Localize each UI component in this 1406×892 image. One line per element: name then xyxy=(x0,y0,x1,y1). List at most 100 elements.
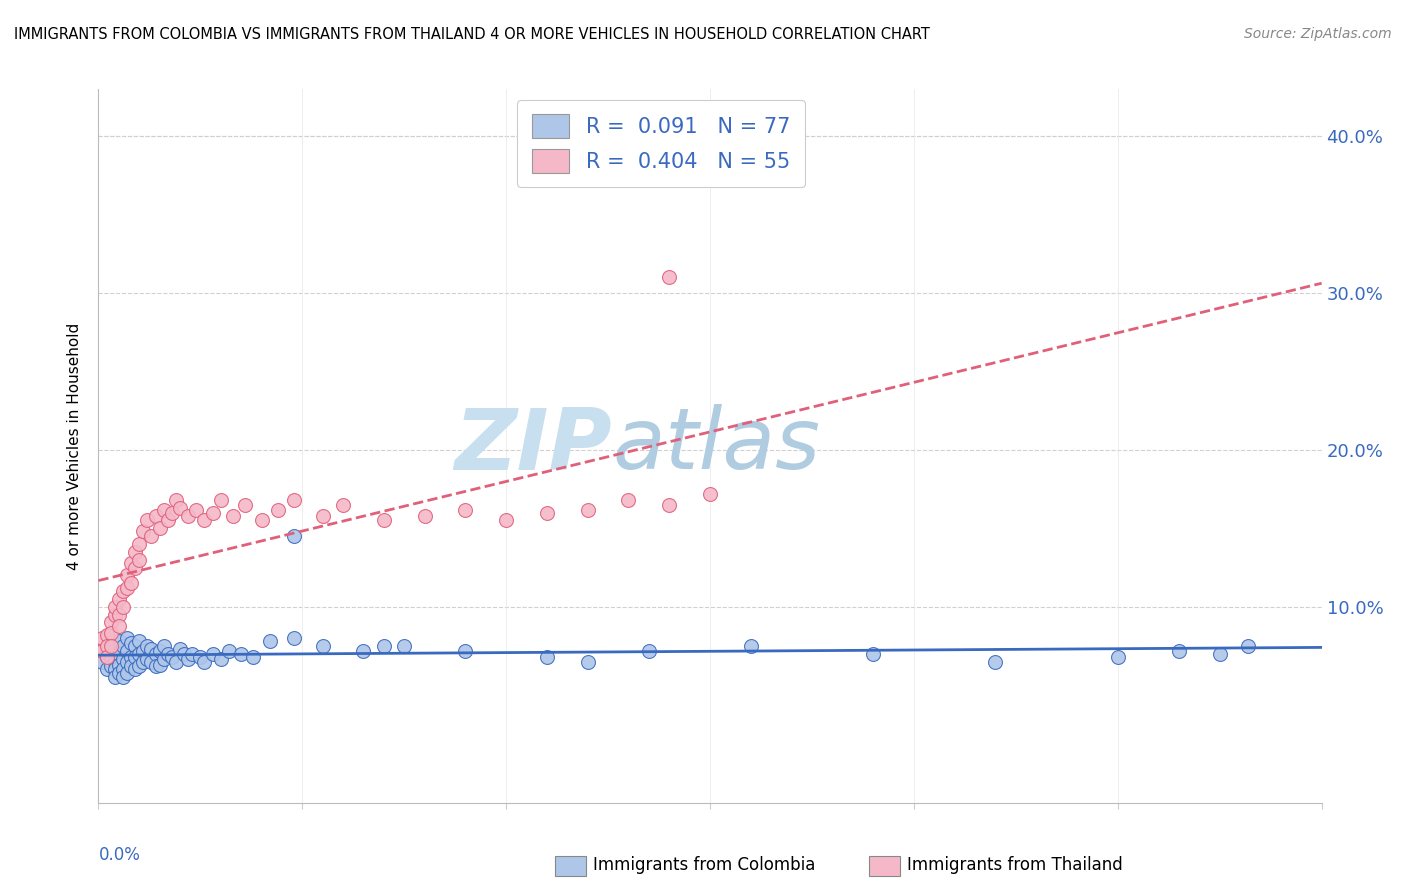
Point xyxy=(100,639,122,653)
Point xyxy=(454,643,477,657)
Point xyxy=(128,634,150,648)
Point xyxy=(124,639,146,653)
Point xyxy=(201,506,224,520)
Point xyxy=(120,649,142,664)
Point xyxy=(149,643,172,657)
Point xyxy=(186,502,208,516)
Point xyxy=(100,639,122,653)
Point xyxy=(104,655,127,669)
Point xyxy=(108,657,131,672)
Point xyxy=(124,663,146,677)
Point xyxy=(108,634,131,648)
Point xyxy=(177,651,200,665)
Point xyxy=(699,487,721,501)
Point xyxy=(132,655,155,669)
Point xyxy=(104,663,127,677)
Point xyxy=(536,506,558,520)
Point xyxy=(332,498,354,512)
Point xyxy=(108,607,131,622)
Point xyxy=(169,642,191,657)
Point xyxy=(1237,639,1260,653)
Point xyxy=(96,663,118,677)
Point xyxy=(1209,647,1232,661)
Point xyxy=(173,647,195,661)
Point xyxy=(96,639,118,653)
Point xyxy=(283,493,305,508)
Point xyxy=(152,651,174,665)
Point xyxy=(188,649,212,664)
Point xyxy=(152,639,174,653)
Point xyxy=(115,581,138,595)
Point xyxy=(104,599,127,614)
Point xyxy=(984,655,1007,669)
Point xyxy=(373,639,395,653)
Y-axis label: 4 or more Vehicles in Household: 4 or more Vehicles in Household xyxy=(67,322,83,570)
Point xyxy=(115,568,138,582)
Point xyxy=(156,514,179,528)
Point xyxy=(267,502,290,516)
Point xyxy=(111,663,134,677)
Point xyxy=(91,655,114,669)
Point xyxy=(120,576,142,591)
Point xyxy=(352,643,374,657)
Text: Immigrants from Colombia: Immigrants from Colombia xyxy=(593,856,815,874)
Point xyxy=(100,659,122,673)
Point xyxy=(177,508,200,523)
Point xyxy=(136,651,159,665)
Point xyxy=(149,657,172,672)
Text: atlas: atlas xyxy=(612,404,820,488)
Point xyxy=(96,647,118,661)
Point xyxy=(312,508,335,523)
Point xyxy=(111,651,134,665)
Point xyxy=(132,524,155,539)
Point xyxy=(312,639,335,653)
Point xyxy=(96,649,118,664)
Point xyxy=(104,642,127,657)
Point xyxy=(120,659,142,673)
Point xyxy=(233,498,256,512)
Point xyxy=(100,649,122,664)
Text: ZIP: ZIP xyxy=(454,404,612,488)
Point xyxy=(136,639,159,653)
Point xyxy=(576,502,599,516)
Point xyxy=(152,502,174,516)
Point xyxy=(250,514,273,528)
Point xyxy=(115,665,138,680)
Point xyxy=(160,649,183,664)
Point xyxy=(100,615,122,630)
Point xyxy=(283,529,305,543)
Point xyxy=(193,655,215,669)
Point xyxy=(104,670,127,684)
Point xyxy=(128,659,150,673)
Point xyxy=(108,618,131,632)
Point xyxy=(373,514,395,528)
Point xyxy=(91,631,114,645)
Point xyxy=(576,655,599,669)
Point xyxy=(862,647,884,661)
Point xyxy=(165,493,187,508)
Point xyxy=(495,514,517,528)
Point xyxy=(145,659,167,673)
Point xyxy=(242,649,264,664)
Point xyxy=(111,599,134,614)
Point xyxy=(201,647,224,661)
Point xyxy=(108,647,131,661)
Point xyxy=(160,506,183,520)
Point xyxy=(740,639,762,653)
Point xyxy=(658,270,681,285)
Point xyxy=(96,649,118,664)
Point xyxy=(136,514,159,528)
Point xyxy=(141,655,163,669)
Point xyxy=(128,537,150,551)
Point xyxy=(259,634,281,648)
Point xyxy=(145,647,167,661)
Point xyxy=(115,631,138,645)
Point xyxy=(536,649,558,664)
Point xyxy=(115,655,138,669)
Point xyxy=(124,649,146,664)
Point xyxy=(124,545,146,559)
Point xyxy=(108,591,131,606)
Point xyxy=(124,560,146,574)
Point xyxy=(283,631,305,645)
Text: 0.0%: 0.0% xyxy=(98,846,141,863)
